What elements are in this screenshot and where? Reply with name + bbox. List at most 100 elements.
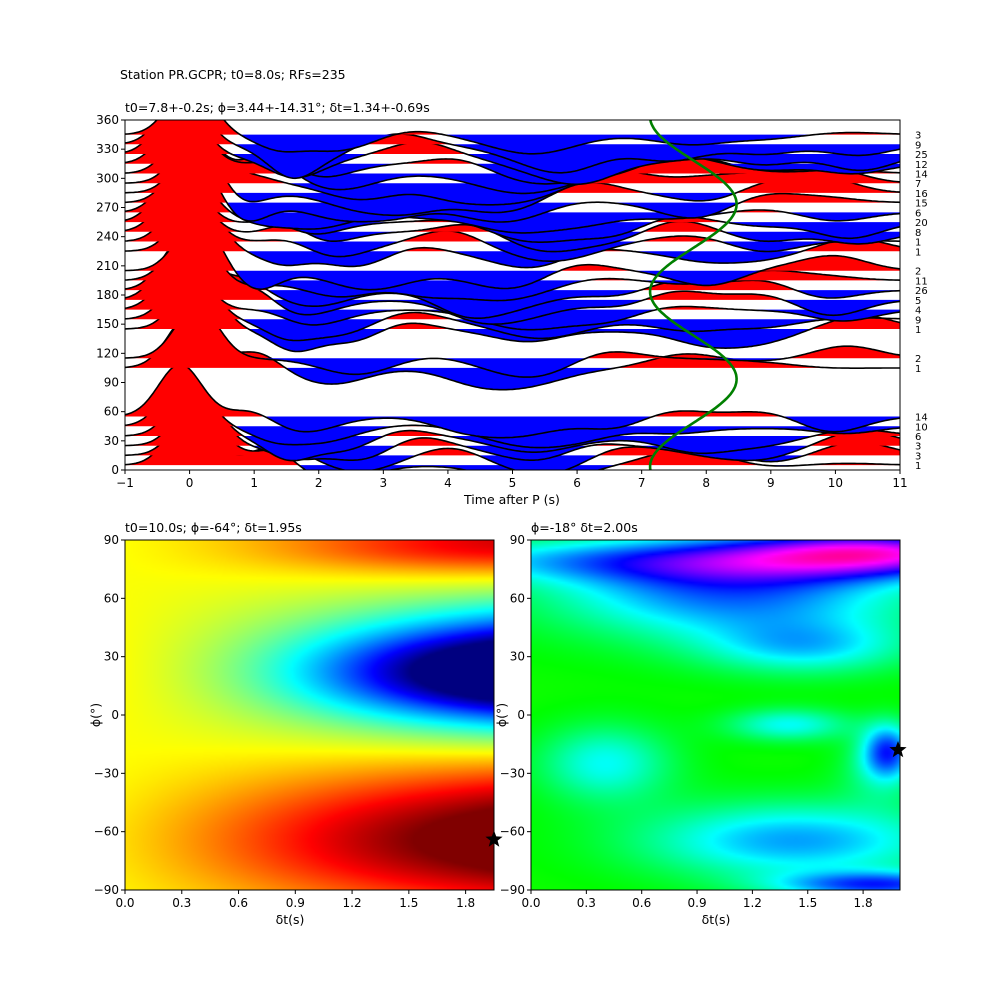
x-tick-label: 0.3 — [172, 896, 191, 910]
wiggle-positive-fill — [125, 179, 900, 232]
x-tick-label: −1 — [116, 476, 134, 490]
heatmap-right-x-label: δt(s) — [702, 912, 731, 927]
y-tick-label: 30 — [104, 434, 119, 448]
y-tick-label: 240 — [96, 230, 119, 244]
wiggle-negative-fill — [125, 241, 900, 262]
bin-count: 20 — [915, 218, 928, 229]
bin-count: 9 — [915, 140, 921, 151]
x-tick-label: 2 — [315, 476, 323, 490]
x-tick-label: 4 — [444, 476, 452, 490]
x-tick-label: 5 — [509, 476, 517, 490]
bin-count: 5 — [915, 296, 921, 307]
y-tick-label: 0 — [517, 708, 525, 722]
x-tick-label: 0.6 — [229, 896, 248, 910]
wiggle-trace — [125, 305, 900, 378]
wiggle-negative-fill — [125, 290, 900, 319]
bin-count: 11 — [915, 276, 928, 287]
x-tick-label: 10 — [828, 476, 843, 490]
bin-count: 3 — [915, 451, 921, 462]
wiggle-positive-fill — [125, 120, 900, 164]
x-tick-label: 0 — [186, 476, 194, 490]
x-tick-label: 0.6 — [632, 896, 651, 910]
y-tick-label: 150 — [96, 317, 119, 331]
heatmap-left-y-label: ϕ(°) — [88, 703, 103, 727]
wiggle-trace — [125, 198, 900, 269]
wiggle-negative-fill — [125, 202, 900, 222]
wiggle-positive-fill — [125, 151, 900, 203]
y-tick-label: 180 — [96, 288, 119, 302]
bin-count: 14 — [915, 169, 928, 180]
y-tick-label: −90 — [500, 883, 525, 897]
wiggle-positive-fill — [125, 315, 900, 368]
wiggle-trace — [125, 178, 900, 253]
bin-count: 9 — [915, 315, 921, 326]
bin-count: 2 — [915, 267, 921, 278]
y-tick-label: −90 — [94, 883, 119, 897]
bin-count: 26 — [915, 286, 928, 297]
wiggle-trace — [125, 120, 900, 155]
y-tick-label: 300 — [96, 171, 119, 185]
bin-count: 7 — [915, 179, 921, 190]
bin-count: 2 — [915, 354, 921, 365]
wiggle-trace — [125, 218, 900, 291]
bin-count: 3 — [915, 131, 921, 142]
x-tick-label: 3 — [380, 476, 388, 490]
y-tick-label: −60 — [500, 825, 525, 839]
bin-count: 1 — [915, 325, 921, 336]
y-tick-label: 330 — [96, 142, 119, 156]
x-tick-label: 1.5 — [399, 896, 418, 910]
wiggle-trace — [125, 382, 900, 462]
y-tick-label: 90 — [510, 533, 525, 547]
x-tick-label: 1.2 — [343, 896, 362, 910]
green-anisotropy-curve — [648, 120, 738, 470]
wiggle-trace — [125, 402, 900, 470]
bin-count: 1 — [915, 238, 921, 249]
bin-count: 12 — [915, 160, 928, 171]
heatmap-right-image — [531, 540, 900, 890]
wiggle-negative-fill — [125, 367, 900, 390]
heatmap-left-panel: t0=10.0s; ϕ=-64°; δt=1.95s 0.0 0.3 0.6 0.9 1… — [88, 520, 503, 927]
heatmap-left-x-label: δt(s) — [276, 912, 305, 927]
heatmap-left-axes: 0.0 0.3 0.6 0.9 1.2 1.5 1.8 90 60 30 0 −30 −60 −90 — [94, 533, 475, 910]
bin-count: 1 — [915, 461, 921, 472]
wiggle-positive-fill — [125, 257, 900, 310]
y-tick-label: −30 — [94, 766, 119, 780]
wiggle-trace — [125, 276, 900, 353]
y-tick-label: 30 — [104, 650, 119, 664]
heatmap-right-axes: 0.0 0.3 0.6 0.9 1.2 1.5 1.8 90 60 30 0 −30 −60 −90 — [500, 533, 873, 910]
x-tick-label: 1 — [250, 476, 258, 490]
y-tick-label: 270 — [96, 201, 119, 215]
wiggle-panel-axes: −1 0 1 2 3 4 5 6 7 8 9 10 11030609012015018021024027… — [96, 113, 908, 490]
bin-count: 1 — [915, 247, 921, 258]
x-tick-label: 1.8 — [854, 896, 873, 910]
bin-count: 8 — [915, 228, 921, 239]
y-tick-label: 90 — [104, 533, 119, 547]
x-tick-label: 0.9 — [688, 896, 707, 910]
wiggle-positive-fill — [125, 247, 900, 300]
wiggle-positive-fill — [125, 120, 900, 135]
heatmap-right-title: ϕ=-18° δt=2.00s — [531, 520, 638, 535]
wiggle-negative-fill — [125, 144, 900, 179]
wiggle-negative-fill — [125, 183, 900, 205]
bin-count: 4 — [915, 306, 921, 317]
bin-count: 6 — [915, 208, 921, 219]
wiggle-trace — [125, 266, 900, 342]
wiggle-positive-fill — [125, 374, 900, 427]
bin-count: 6 — [915, 432, 921, 443]
figure-suptitle: Station PR.GCPR; t0=8.0s; RFs=235 — [120, 67, 346, 82]
wiggle-negative-fill — [125, 358, 900, 378]
wiggle-negative-fill — [125, 280, 900, 301]
y-tick-label: 60 — [510, 591, 525, 605]
heatmap-left-image — [125, 540, 494, 890]
heatmap-right-panel: ϕ=-18° δt=2.00s 0.0 0.3 0.6 0.9 1.2 1.5 1.8 90 6… — [494, 520, 907, 927]
wiggle-trace — [125, 256, 900, 331]
wiggle-trace — [125, 363, 900, 439]
x-tick-label: 1.2 — [743, 896, 762, 910]
x-tick-label: 1.8 — [456, 896, 475, 910]
bin-count: 1 — [915, 364, 921, 375]
wiggle-trace — [125, 392, 900, 462]
wiggle-positive-fill — [125, 237, 900, 291]
bin-count: 16 — [915, 189, 928, 200]
